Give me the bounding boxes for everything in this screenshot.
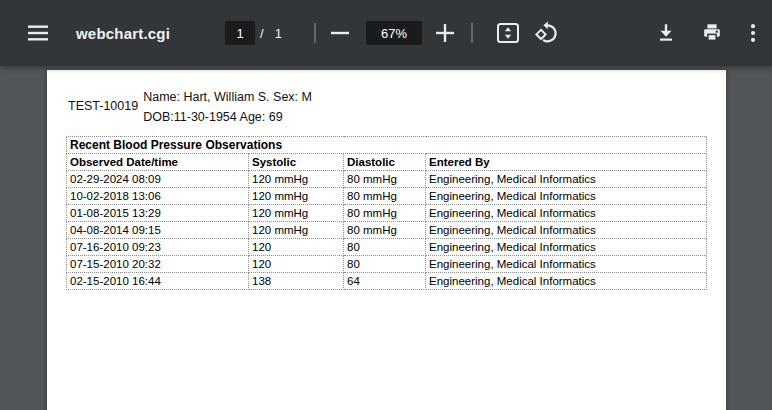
patient-id: TEST-10019 [68,99,138,113]
pdf-scroll-area[interactable]: TEST-10019 Name: Hart, William S. Sex: M… [0,66,772,410]
cell-systolic: 120 mmHg [249,205,344,222]
table-row: 07-16-2010 09:23 120 80 Engineering, Med… [67,239,707,256]
cell-systolic: 120 [249,239,344,256]
patient-header: TEST-10019 Name: Hart, William S. Sex: M… [68,87,312,127]
cell-systolic: 120 [249,256,344,273]
patient-demographics: Name: Hart, William S. Sex: M DOB:11-30-… [143,87,312,127]
cell-diastolic: 80 [344,239,426,256]
cell-systolic: 120 mmHg [249,188,344,205]
print-button[interactable] [700,21,724,45]
cell-entered-by: Engineering, Medical Informatics [426,239,707,256]
more-options-button[interactable] [741,21,765,45]
cell-diastolic: 80 mmHg [344,222,426,239]
table-row: 01-08-2015 13:29 120 mmHg 80 mmHg Engine… [67,205,707,222]
col-header-systolic: Systolic [249,154,344,171]
page-separator: / [260,26,264,41]
cell-diastolic: 64 [344,273,426,290]
fit-page-button[interactable] [495,20,521,46]
zoom-in-button[interactable] [433,21,457,45]
more-vertical-icon [742,22,764,44]
page-count: / 1 [260,0,282,66]
cell-systolic: 120 mmHg [249,171,344,188]
cell-entered-by: Engineering, Medical Informatics [426,256,707,273]
cell-diastolic: 80 [344,256,426,273]
page-number-input[interactable] [225,21,255,45]
cell-entered-by: Engineering, Medical Informatics [426,205,707,222]
table-row: 04-08-2014 09:15 120 mmHg 80 mmHg Engine… [67,222,707,239]
patient-name-line: Name: Hart, William S. Sex: M [143,87,312,107]
cell-diastolic: 80 mmHg [344,205,426,222]
cell-observed: 10-02-2018 13:06 [67,188,249,205]
fit-page-icon [496,21,520,45]
table-row: 10-02-2018 13:06 120 mmHg 80 mmHg Engine… [67,188,707,205]
cell-observed: 01-08-2015 13:29 [67,205,249,222]
cell-observed: 02-15-2010 16:44 [67,273,249,290]
col-header-observed: Observed Date/time [67,154,249,171]
document-title: webchart.cgi [76,0,170,66]
download-button[interactable] [654,21,678,45]
table-row: 02-29-2024 08:09 120 mmHg 80 mmHg Engine… [67,171,707,188]
cell-systolic: 138 [249,273,344,290]
table-title: Recent Blood Pressure Observations [67,137,707,154]
bp-observations-table: Recent Blood Pressure Observations Obser… [66,136,707,290]
menu-button[interactable] [26,21,50,45]
cell-entered-by: Engineering, Medical Informatics [426,273,707,290]
pdf-viewer-window: { "toolbar": { "title": "webchart.cgi", … [0,0,772,410]
cell-observed: 04-08-2014 09:15 [67,222,249,239]
cell-observed: 07-16-2010 09:23 [67,239,249,256]
rotate-counterclockwise-icon [535,20,561,46]
pdf-toolbar: webchart.cgi / 1 67% [0,0,772,66]
patient-dob-line: DOB:11-30-1954 Age: 69 [143,107,312,127]
rotate-button[interactable] [535,20,561,46]
table-row: 02-15-2010 16:44 138 64 Engineering, Med… [67,273,707,290]
minus-icon [331,24,349,42]
cell-observed: 07-15-2010 20:32 [67,256,249,273]
col-header-entered-by: Entered By [426,154,707,171]
cell-entered-by: Engineering, Medical Informatics [426,188,707,205]
pdf-page: TEST-10019 Name: Hart, William S. Sex: M… [47,70,726,410]
cell-entered-by: Engineering, Medical Informatics [426,171,707,188]
table-header-row: Observed Date/time Systolic Diastolic En… [67,154,707,171]
cell-diastolic: 80 mmHg [344,188,426,205]
cell-entered-by: Engineering, Medical Informatics [426,222,707,239]
cell-observed: 02-29-2024 08:09 [67,171,249,188]
page-total: 1 [275,26,282,41]
table-title-row: Recent Blood Pressure Observations [67,137,707,154]
cell-systolic: 120 mmHg [249,222,344,239]
hamburger-icon [28,25,48,41]
cell-diastolic: 80 mmHg [344,171,426,188]
toolbar-divider [314,23,316,43]
download-icon [655,22,677,44]
col-header-diastolic: Diastolic [344,154,426,171]
print-icon [701,22,723,44]
toolbar-divider [471,23,473,43]
table-row: 07-15-2010 20:32 120 80 Engineering, Med… [67,256,707,273]
plus-icon [436,24,454,42]
zoom-out-button[interactable] [328,21,352,45]
zoom-level-display: 67% [366,21,422,45]
